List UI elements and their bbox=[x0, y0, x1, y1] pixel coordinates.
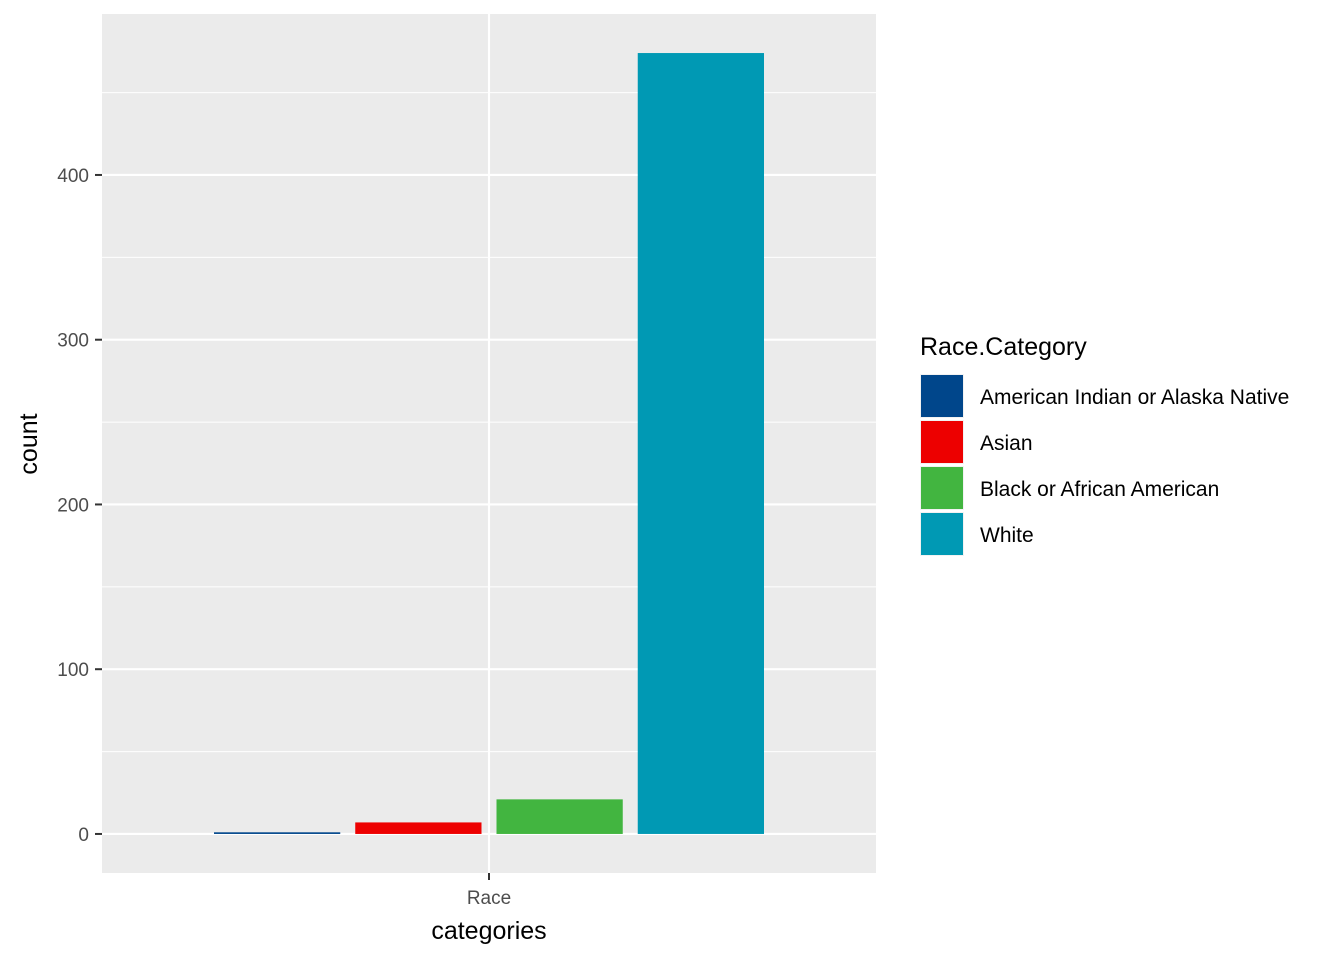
legend-title: Race.Category bbox=[920, 333, 1087, 361]
legend-swatch bbox=[921, 467, 963, 509]
legend-swatch bbox=[921, 375, 963, 417]
x-axis-title: categories bbox=[431, 917, 546, 945]
bar-american-indian-or-alaska-native bbox=[214, 832, 341, 834]
legend-label: Black or African American bbox=[980, 478, 1219, 501]
y-tick-label: 0 bbox=[78, 825, 89, 846]
y-tick-label: 200 bbox=[57, 495, 89, 516]
legend-label: Asian bbox=[980, 432, 1033, 455]
legend-swatch bbox=[921, 421, 963, 463]
y-tick-label: 400 bbox=[57, 166, 89, 187]
bar-black-or-african-american bbox=[496, 799, 623, 834]
y-tick-label: 100 bbox=[57, 660, 89, 681]
x-axis-ticks: Race bbox=[467, 873, 511, 909]
bars bbox=[214, 53, 764, 834]
bar-asian bbox=[355, 822, 482, 834]
y-tick-label: 300 bbox=[57, 331, 89, 352]
legend-swatch bbox=[921, 513, 963, 555]
legend: Race.Category American Indian or Alaska … bbox=[920, 333, 1289, 556]
x-tick-label: Race bbox=[467, 888, 511, 909]
legend-label: White bbox=[980, 524, 1034, 547]
bar-white bbox=[637, 53, 764, 834]
y-axis-title: count bbox=[15, 413, 43, 474]
legend-label: American Indian or Alaska Native bbox=[980, 386, 1289, 409]
legend-items: American Indian or Alaska Native Asian Bla… bbox=[920, 374, 1289, 556]
y-axis-ticks: 0 100 200 300 400 bbox=[57, 166, 102, 846]
